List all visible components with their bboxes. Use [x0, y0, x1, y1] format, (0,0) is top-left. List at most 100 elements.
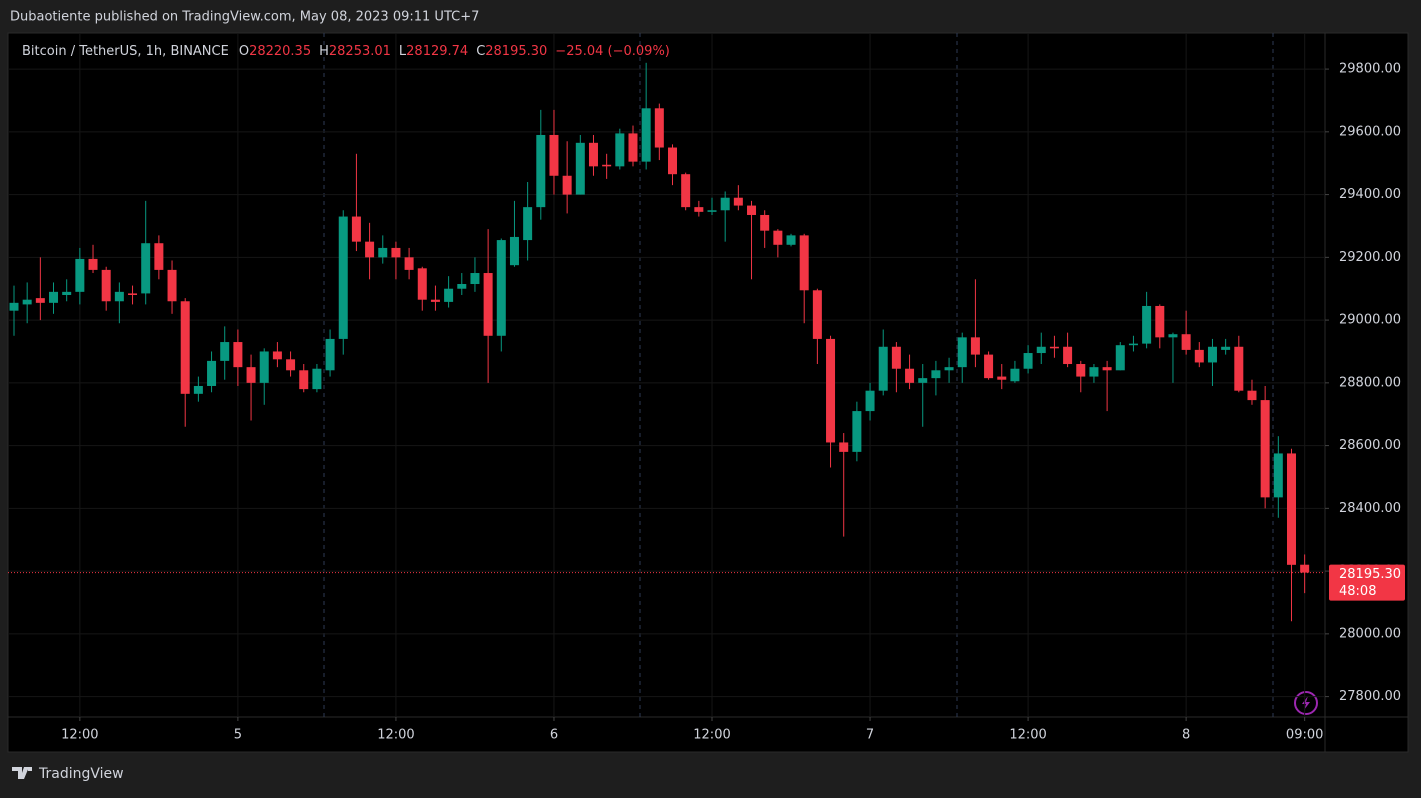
candle-body: [22, 299, 32, 305]
candle-body: [101, 269, 111, 302]
candle-body: [404, 257, 414, 270]
candle-body: [286, 359, 296, 371]
icon-bolt: [1302, 696, 1310, 710]
candle-body: [1089, 367, 1099, 377]
candle-body: [417, 268, 427, 300]
candle-body: [694, 207, 704, 212]
candle-body: [1023, 353, 1033, 369]
candle-body: [799, 235, 809, 291]
lightning-icon: [1294, 691, 1318, 715]
candle-body: [1102, 367, 1112, 371]
candle-body: [681, 174, 691, 208]
x-tick-label: 8: [1182, 728, 1190, 743]
candle-body: [628, 133, 638, 162]
candle-body: [1273, 453, 1283, 498]
candle-body: [1221, 346, 1231, 350]
candle-body: [430, 299, 440, 302]
candle-body: [905, 368, 915, 383]
candle-body: [338, 216, 348, 339]
candle-body: [1300, 564, 1310, 573]
candle-body: [1063, 346, 1073, 365]
candle-body: [167, 269, 177, 302]
candle-body: [878, 346, 888, 391]
candle-body: [49, 291, 59, 303]
candle-body: [812, 290, 822, 339]
candle-body: [1207, 346, 1217, 363]
candle-body: [312, 368, 322, 390]
candle-body: [641, 108, 651, 162]
candle-body: [470, 273, 480, 285]
candle-body: [747, 205, 757, 215]
legend-high: 28253.01: [329, 44, 391, 59]
logo-mark: [12, 767, 32, 779]
candle-body: [852, 411, 862, 452]
y-tick-label: 29400.00: [1339, 187, 1401, 202]
legend-change: −25.04 (−0.09%): [555, 44, 670, 59]
candle-body: [523, 207, 533, 241]
candle-body: [1049, 346, 1059, 349]
candle-body: [536, 134, 546, 208]
x-tick-label: 12:00: [61, 728, 98, 743]
candle-body: [931, 370, 941, 379]
last-price-box: [1329, 564, 1405, 601]
legend: Bitcoin / TetherUS, 1h, BINANCE O28220.35…: [22, 44, 670, 59]
candle-body: [496, 240, 506, 336]
last-price-label: 28195.30: [1339, 567, 1401, 582]
candle-body: [299, 370, 309, 390]
candle-body: [615, 133, 625, 167]
candle-body: [562, 175, 572, 195]
chart-panel: [7, 32, 1409, 753]
candle-body: [246, 367, 256, 383]
candle-body: [1194, 349, 1204, 363]
x-tick-label: 6: [550, 728, 558, 743]
candle-body: [62, 291, 72, 295]
candle-body: [233, 342, 243, 368]
candle-body: [1010, 368, 1020, 382]
candle-body: [141, 243, 151, 294]
y-tick-label: 27800.00: [1339, 689, 1401, 704]
candle-body: [207, 360, 217, 386]
candle-body: [154, 243, 164, 270]
brand: TradingView: [38, 766, 124, 782]
candle-body: [1181, 334, 1191, 350]
candle-body: [128, 293, 138, 295]
candle-body: [1155, 305, 1165, 338]
candle-body: [1128, 343, 1138, 346]
candle-body: [733, 197, 743, 206]
icon-circle: [1294, 691, 1318, 715]
legend-symbol: Bitcoin / TetherUS, 1h, BINANCE: [22, 44, 229, 59]
legend-h-label: H: [319, 44, 329, 59]
y-tick-label: 28000.00: [1339, 626, 1401, 641]
candle-body: [88, 258, 98, 270]
candle-body: [1286, 453, 1296, 565]
candle-body: [773, 230, 783, 245]
candle-body: [549, 134, 559, 176]
candle-body: [483, 273, 493, 336]
candle-body: [351, 216, 361, 242]
candle-body: [114, 291, 124, 302]
candle-body: [984, 354, 994, 379]
y-tick-label: 28800.00: [1339, 375, 1401, 390]
legend-low: 28129.74: [406, 44, 468, 59]
candle-body: [668, 147, 677, 175]
candle-body: [272, 351, 282, 360]
candle-body: [1247, 390, 1257, 401]
candle-body: [444, 288, 454, 302]
candle-body: [602, 164, 612, 167]
candle-body: [588, 142, 598, 167]
candle-body: [378, 247, 388, 258]
candle-body: [891, 346, 901, 369]
candle-body: [75, 258, 85, 292]
candle-body: [325, 338, 335, 371]
y-tick-label: 28600.00: [1339, 438, 1401, 453]
candle-body: [1036, 346, 1046, 354]
countdown: 48:08: [1339, 584, 1376, 599]
y-tick-label: 29600.00: [1339, 124, 1401, 139]
x-tick-label: 09:00: [1286, 728, 1323, 743]
candle-body: [35, 298, 45, 303]
candle-body: [259, 351, 269, 383]
candle-body: [575, 142, 585, 195]
candle-body: [193, 385, 203, 394]
candle-body: [970, 337, 980, 355]
